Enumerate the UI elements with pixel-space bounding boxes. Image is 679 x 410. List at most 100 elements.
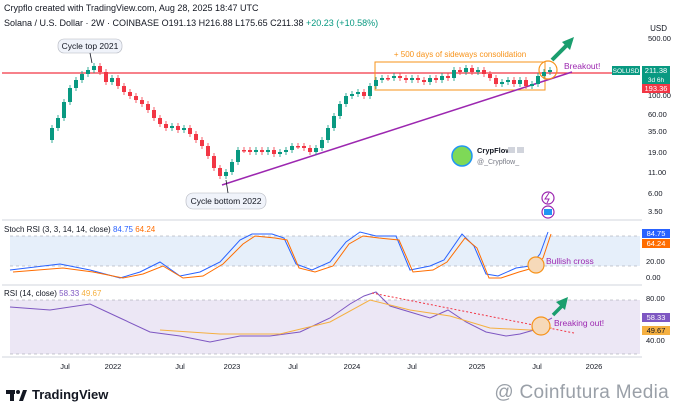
candle-body bbox=[542, 72, 546, 76]
tradingview-icon bbox=[6, 389, 27, 401]
candle-body bbox=[62, 102, 66, 118]
candle-body bbox=[188, 128, 192, 134]
candle-body bbox=[488, 74, 492, 78]
candle-body bbox=[374, 80, 378, 86]
candle-body bbox=[200, 140, 204, 146]
candle-body bbox=[524, 80, 528, 86]
candle-body bbox=[272, 150, 276, 154]
candle-body bbox=[284, 150, 288, 152]
candle-body bbox=[548, 70, 552, 72]
candle-body bbox=[164, 124, 168, 128]
price-axis-label: 35.00 bbox=[648, 127, 667, 136]
candle-body bbox=[218, 168, 222, 176]
symbol-title[interactable]: Solana / U.S. Dollar · 2W · COINBASE bbox=[4, 18, 160, 28]
stoch-d-value: 64.24 bbox=[135, 225, 156, 234]
symbol-info: Solana / U.S. Dollar · 2W · COINBASE O19… bbox=[4, 18, 378, 28]
price-axis-label: 11.00 bbox=[648, 168, 666, 177]
price-axis-label: 60.00 bbox=[648, 110, 667, 119]
cycle-bottom-label: Cycle bottom 2022 bbox=[191, 196, 262, 206]
candle-body bbox=[320, 140, 324, 148]
candle-body bbox=[176, 126, 180, 130]
last-price: 211.38 bbox=[645, 66, 667, 75]
candle-body bbox=[86, 70, 90, 74]
candle-body bbox=[470, 68, 474, 72]
candle-body bbox=[182, 128, 186, 130]
candle-body bbox=[452, 70, 456, 78]
price-axis-label: 6.00 bbox=[648, 189, 663, 198]
candle-body bbox=[140, 100, 144, 104]
follow-icon[interactable] bbox=[508, 147, 515, 153]
trendline[interactable] bbox=[221, 71, 573, 186]
rsi-arrow bbox=[551, 304, 564, 317]
candle-body bbox=[170, 126, 174, 128]
candle-body bbox=[410, 78, 414, 80]
cycle-bottom-callout bbox=[185, 192, 267, 210]
author-name[interactable]: CrypFlow bbox=[477, 146, 511, 155]
candle-body bbox=[404, 78, 408, 80]
candle-body bbox=[242, 150, 246, 152]
candle-body bbox=[314, 148, 318, 152]
chart-created-text: Crypflo created with TradingView.com, Au… bbox=[4, 3, 259, 13]
consolidation-label: + 500 days of sideways consolidation bbox=[394, 50, 526, 59]
tradingview-logo[interactable]: TradingView bbox=[6, 387, 108, 402]
candle-body bbox=[290, 146, 294, 150]
time-axis-label: Jul bbox=[288, 362, 298, 371]
candle-body bbox=[536, 76, 540, 84]
candle-body bbox=[308, 148, 312, 152]
candle-body bbox=[230, 162, 234, 172]
time-axis-label: 2023 bbox=[224, 362, 241, 371]
rsi-ma-value: 49.67 bbox=[81, 289, 102, 298]
rsi-value: 58.33 bbox=[59, 289, 80, 298]
candle-body bbox=[464, 68, 468, 72]
candle-body bbox=[368, 86, 372, 96]
stoch-axis-0: 0.00 bbox=[646, 273, 661, 282]
level-price-tag bbox=[642, 84, 670, 93]
stoch-rsi-legend[interactable]: Stoch RSI (3, 3, 14, 14, close) 84.75 64… bbox=[4, 225, 155, 234]
price-axis-label: 500.00 bbox=[648, 34, 671, 43]
rsi-line bbox=[9, 291, 553, 343]
rsi-axis-40: 40.00 bbox=[646, 336, 665, 345]
candle-body bbox=[332, 116, 336, 128]
stoch-k-value-tag: 84.75 bbox=[647, 229, 666, 238]
candle-body bbox=[134, 96, 138, 100]
candle-body bbox=[440, 76, 444, 80]
share-icon[interactable] bbox=[517, 147, 524, 153]
candle-body bbox=[296, 146, 300, 148]
candle-body bbox=[398, 76, 402, 78]
rsi-value-label: 58.33 bbox=[647, 313, 666, 322]
candle-body bbox=[482, 70, 486, 74]
lightning-icon[interactable] bbox=[541, 191, 555, 205]
bullish-cross-circle bbox=[527, 256, 545, 274]
candle-body bbox=[386, 78, 390, 80]
rsi-legend[interactable]: RSI (14, close) 58.33 49.67 bbox=[4, 289, 101, 298]
time-axis-label: 2026 bbox=[586, 362, 603, 371]
candle-body bbox=[158, 118, 162, 124]
price-axis-label: 19.00 bbox=[648, 148, 667, 157]
candle-body bbox=[224, 172, 228, 176]
breakout-arrow bbox=[550, 42, 570, 62]
candle-body bbox=[362, 92, 366, 96]
breakout-label: Breakout! bbox=[564, 61, 600, 71]
candle-body bbox=[56, 118, 60, 128]
currency-label: USD bbox=[650, 24, 667, 33]
last-price-tag bbox=[642, 66, 670, 75]
time-axis-label: 2022 bbox=[105, 362, 122, 371]
ticker-label: SOLUSD bbox=[613, 68, 640, 75]
candle-body bbox=[392, 76, 396, 78]
candle-body bbox=[422, 80, 426, 82]
time-axis-label: Jul bbox=[532, 362, 542, 371]
rsi-ma-tag bbox=[642, 326, 670, 335]
candle-body bbox=[122, 86, 126, 92]
countdown-tag bbox=[642, 75, 670, 84]
candle-body bbox=[104, 72, 108, 82]
candle-body bbox=[428, 78, 432, 82]
price-change: +20.23 (+10.58%) bbox=[306, 18, 379, 28]
author-avatar[interactable] bbox=[451, 145, 473, 167]
candle-body bbox=[116, 78, 120, 86]
price-axis-label: 100.00 bbox=[648, 91, 671, 100]
candle-body bbox=[500, 82, 504, 84]
stoch-d-tag bbox=[642, 239, 670, 248]
candle-body bbox=[350, 94, 354, 96]
rsi-arrow-head bbox=[556, 297, 568, 310]
